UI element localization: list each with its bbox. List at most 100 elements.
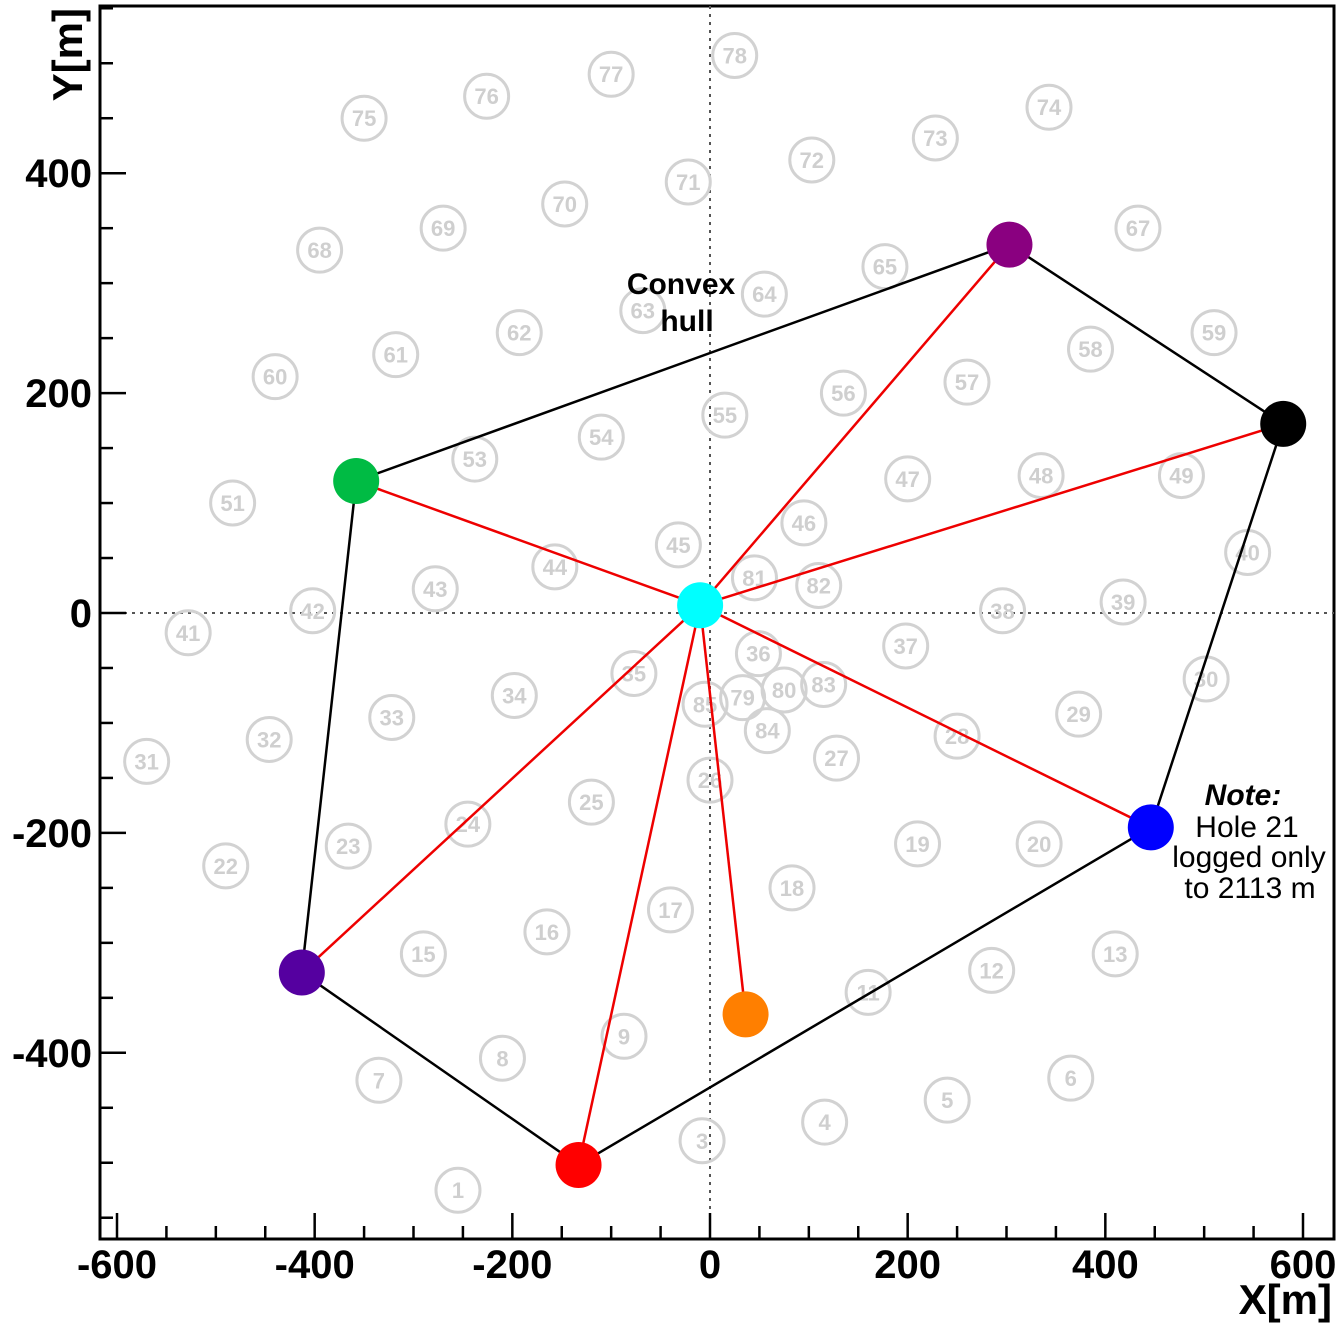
hole-number: 60 <box>263 365 287 390</box>
hole-number: 58 <box>1078 337 1102 362</box>
hole-number: 29 <box>1066 702 1090 727</box>
hole-circle <box>813 734 861 782</box>
hole-circle <box>251 353 299 401</box>
hole-circle <box>795 562 843 610</box>
plot-frame <box>98 4 1336 1241</box>
colored-hole <box>555 1141 602 1188</box>
colored-hole <box>278 949 325 996</box>
hole-circle <box>780 499 828 547</box>
hole-number: 75 <box>352 106 376 131</box>
hole-number: 54 <box>589 425 614 450</box>
hole-marker: 71 <box>664 158 712 206</box>
y-tick-label: -400 <box>12 1032 92 1076</box>
hole-circle <box>743 707 791 755</box>
hole-marker: 34 <box>490 671 538 719</box>
hole-number: 36 <box>746 642 770 667</box>
hole-marker: 54 <box>577 413 625 461</box>
hole-circle <box>923 1076 971 1124</box>
hole-circle <box>1067 325 1115 373</box>
hole-circle <box>399 930 447 978</box>
hole-number: 44 <box>543 555 568 580</box>
hole-circle <box>654 521 702 569</box>
hole-marker: 64 <box>740 270 788 318</box>
radial-line <box>699 243 1011 607</box>
hole-number: 20 <box>1027 832 1051 857</box>
hole-number: 79 <box>730 686 754 711</box>
hole-marker: 29 <box>1055 690 1103 738</box>
hole-number: 65 <box>873 255 897 280</box>
hole-number: 3 <box>696 1129 708 1154</box>
hole-circle <box>541 180 589 228</box>
hole-circle <box>1047 1054 1095 1102</box>
hole-marker: 6 <box>1047 1054 1095 1102</box>
hole-circle <box>734 630 782 678</box>
hole-marker: 83 <box>800 660 848 708</box>
hole-marker: 36 <box>734 630 782 678</box>
hull-label-line1: Convex <box>627 268 736 301</box>
hole-circle <box>884 455 932 503</box>
hole-marker: 70 <box>541 180 589 228</box>
hole-circle <box>340 94 388 142</box>
colored-hole <box>1127 804 1174 851</box>
hole-marker: 82 <box>795 562 843 610</box>
hole-number: 46 <box>792 511 816 536</box>
hole-marker: 9 <box>600 1012 648 1060</box>
hole-number: 16 <box>535 920 559 945</box>
hole-number: 49 <box>1169 464 1193 489</box>
hole-marker: 33 <box>368 693 416 741</box>
hole-circle <box>979 587 1027 635</box>
hole-circle <box>444 800 492 848</box>
colored-hole <box>986 221 1033 268</box>
hole-circle <box>1015 820 1063 868</box>
hole-number: 12 <box>979 958 1003 983</box>
radial-lines <box>300 243 1284 1166</box>
hole-marker: 76 <box>463 72 511 120</box>
hole-marker: 38 <box>979 587 1027 635</box>
hole-circle <box>768 864 816 912</box>
colored-hole <box>722 991 769 1038</box>
hole-circle <box>933 712 981 760</box>
hole-marker: 59 <box>1190 309 1238 357</box>
hole-circle <box>567 778 615 826</box>
colored-hole <box>677 582 724 629</box>
y-tick-label: 200 <box>25 372 92 416</box>
hole-circle <box>760 666 808 714</box>
hole-marker: 46 <box>780 499 828 547</box>
hole-marker: 68 <box>296 226 344 274</box>
hole-circle <box>324 822 372 870</box>
colored-hole <box>333 458 380 505</box>
hole-circle <box>1114 204 1162 252</box>
note-line-3: to 2113 m <box>1184 872 1315 905</box>
hole-circle <box>368 693 416 741</box>
hole-number: 68 <box>307 238 331 263</box>
hole-number: 1 <box>452 1178 464 1203</box>
hole-circle <box>419 204 467 252</box>
x-axis-title: X[m] <box>1239 1276 1332 1323</box>
hole-number: 48 <box>1029 464 1053 489</box>
hole-marker: 42 <box>289 587 337 635</box>
x-tick-label: 400 <box>1072 1243 1139 1287</box>
hole-marker: 5 <box>923 1076 971 1124</box>
hole-number: 51 <box>220 491 244 516</box>
hole-number: 53 <box>463 447 487 472</box>
hole-number: 63 <box>631 299 655 324</box>
hole-circle <box>587 50 635 98</box>
hole-circle <box>1055 690 1103 738</box>
hole-circle <box>819 369 867 417</box>
hole-number: 9 <box>618 1024 630 1049</box>
hole-marker: 7 <box>355 1056 403 1104</box>
hole-marker: 12 <box>968 946 1016 994</box>
hole-circle <box>844 968 892 1016</box>
hole-circle <box>490 671 538 719</box>
hole-circle <box>434 1166 482 1214</box>
hole-marker: 1 <box>434 1166 482 1214</box>
radial-line <box>577 605 702 1166</box>
hole-marker: 60 <box>251 353 299 401</box>
hole-marker: 55 <box>701 391 749 439</box>
hole-circle <box>619 287 667 335</box>
hole-marker: 17 <box>646 886 694 934</box>
hole-number: 78 <box>722 44 746 69</box>
hole-number: 6 <box>1065 1066 1077 1091</box>
hole-circle <box>646 886 694 934</box>
